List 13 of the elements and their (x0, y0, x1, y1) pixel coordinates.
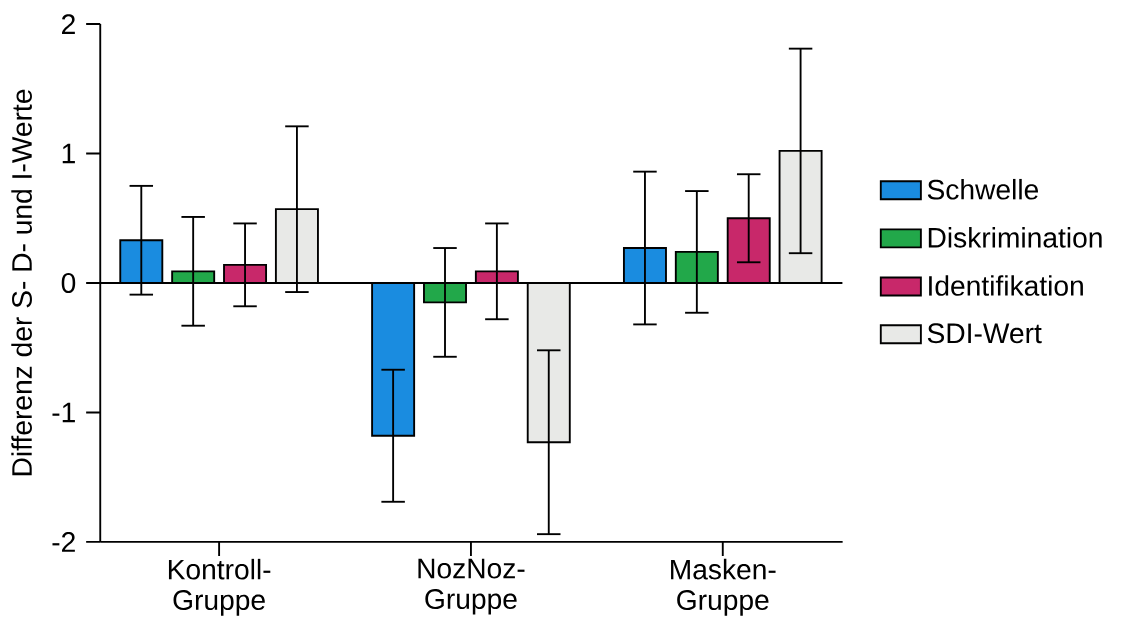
y-tick-label: 0 (61, 273, 76, 294)
y-tick-label: -1 (52, 402, 75, 423)
legend-label: Identifikation (929, 275, 1083, 296)
legend-label: SDI-Wert (927, 323, 1042, 344)
y-tick-label: 1 (62, 143, 75, 164)
y-axis-title: Differenz der S- D- und I-Werte (11, 89, 32, 476)
x-tick-label: Masken- Gruppe (671, 558, 776, 616)
y-tick-label: -2 (52, 532, 75, 552)
legend-label: Schwelle (927, 179, 1039, 200)
x-tick-label: NozNoz- Gruppe (418, 558, 525, 615)
y-tick-label: 2 (62, 14, 75, 34)
legend-label: Diskrimination (928, 227, 1102, 248)
x-tick-label: Kontroll- Gruppe (168, 558, 271, 616)
